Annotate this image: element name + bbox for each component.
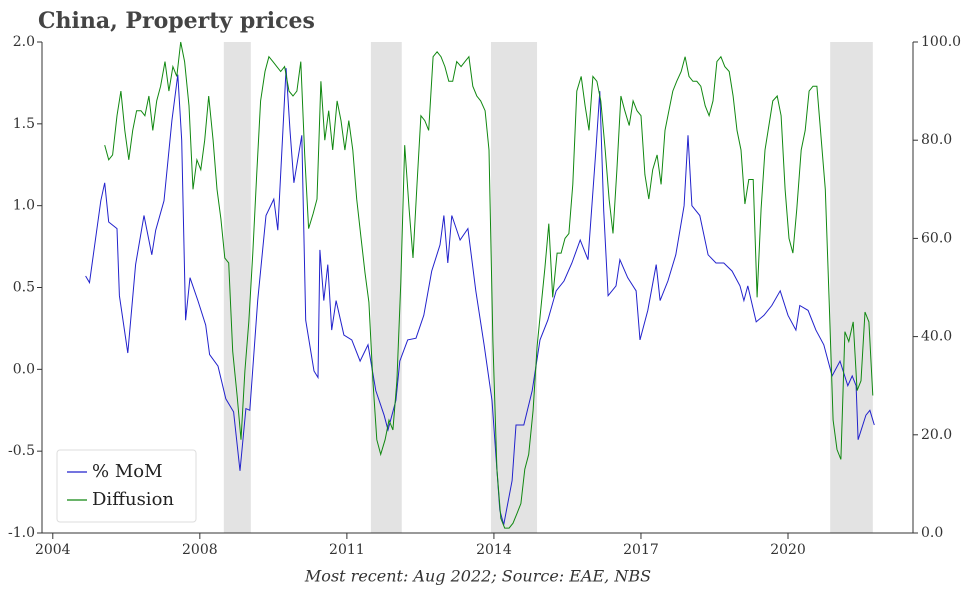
y-tick-label: -0.5	[8, 443, 35, 459]
x-tick-label: 2011	[329, 542, 365, 558]
legend-label: Diffusion	[92, 489, 174, 510]
y2-tick-label: 100.0	[921, 34, 961, 50]
y2-tick-label: 60.0	[921, 230, 952, 246]
series-line	[85, 68, 875, 525]
legend-label: % MoM	[92, 461, 163, 482]
source-note: Most recent: Aug 2022; Source: EAE, NBS	[304, 567, 651, 586]
y2-tick-label: 20.0	[921, 427, 952, 443]
y2-tick-label: 40.0	[921, 329, 952, 345]
x-tick-label: 2017	[623, 542, 659, 558]
y-tick-label: 1.0	[13, 198, 35, 214]
y-tick-label: -1.0	[8, 525, 35, 541]
legend-box	[56, 449, 197, 523]
shaded-period	[830, 42, 873, 533]
y2-tick-label: 0.0	[921, 525, 943, 541]
x-tick-label: 2004	[35, 542, 71, 558]
x-tick-label: 2014	[476, 542, 512, 558]
shaded-period	[370, 42, 402, 533]
y-tick-label: 0.0	[13, 361, 35, 377]
series-line	[104, 41, 874, 529]
chart-title: China, Property prices	[38, 8, 315, 34]
y-tick-label: 1.5	[13, 116, 35, 132]
y-tick-label: 2.0	[13, 34, 35, 50]
x-tick-label: 2020	[770, 542, 806, 558]
x-tick-label: 2008	[182, 542, 218, 558]
shaded-period	[223, 42, 251, 533]
y-tick-label: 0.5	[13, 280, 35, 296]
y2-tick-label: 80.0	[921, 132, 952, 148]
